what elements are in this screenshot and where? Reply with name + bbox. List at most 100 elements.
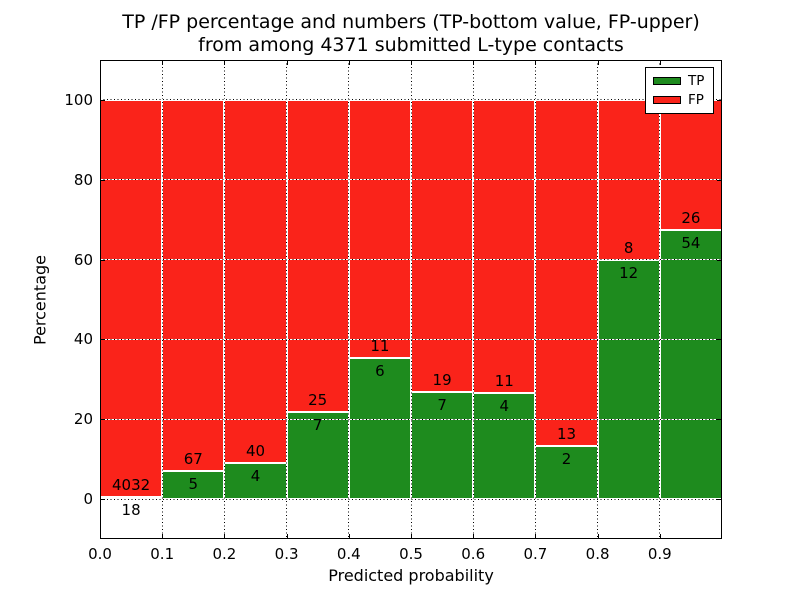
chart-title: TP /FP percentage and numbers (TP-bottom… (100, 11, 722, 57)
x-tick-label: 0.5 (399, 545, 423, 563)
fp-legend-label: FP (688, 92, 704, 108)
fp-count-label: 11 (370, 337, 390, 356)
hgrid-line (100, 259, 722, 261)
x-tick-mark (286, 61, 288, 65)
hgrid-line (100, 179, 722, 181)
fp-bar-segment (224, 99, 287, 463)
y-tick-label: 80 (73, 170, 93, 189)
x-tick-label: 0.6 (461, 545, 486, 563)
x-tick-label: 0.2 (212, 545, 237, 563)
y-tick-label: 0 (83, 490, 93, 509)
x-axis-label: Predicted probability (328, 566, 494, 585)
fp-bar-segment (286, 99, 349, 412)
y-tick-mark (717, 499, 721, 501)
x-tick-mark (348, 534, 350, 538)
tp-count-label: 12 (619, 263, 639, 282)
fp-count-label: 11 (494, 371, 514, 390)
x-tick-mark (659, 61, 661, 65)
vgrid-line (534, 60, 536, 539)
fp-bar-segment (348, 99, 411, 359)
vgrid-line (410, 60, 412, 539)
fp-count-label: 67 (183, 450, 203, 469)
hgrid-line (100, 99, 722, 101)
y-tick-mark (101, 259, 105, 261)
x-tick-label: 0.4 (336, 545, 361, 563)
fp-bar-segment (659, 99, 722, 230)
x-tick-mark (535, 534, 537, 538)
y-tick-mark (717, 419, 721, 421)
vgrid-line (223, 60, 225, 539)
x-tick-mark (100, 61, 101, 65)
fp-legend-swatch (653, 96, 681, 104)
x-tick-label: 0.0 (88, 545, 112, 563)
tp-count-label: 4 (499, 396, 510, 415)
vgrid-line (597, 60, 599, 539)
y-tick-mark (101, 499, 105, 501)
tp-count-label: 18 (121, 501, 141, 520)
x-tick-mark (100, 534, 101, 538)
tp-count-label: 54 (681, 233, 701, 252)
tp-legend-label: TP (688, 73, 705, 89)
tp-count-label: 7 (312, 415, 323, 434)
vgrid-line (659, 60, 661, 539)
x-tick-mark (348, 61, 350, 65)
y-tick-mark (101, 179, 105, 181)
vgrid-line (472, 60, 474, 539)
tp-bar-segment (286, 411, 349, 500)
x-tick-mark (473, 61, 475, 65)
y-tick-label: 100 (64, 90, 93, 109)
x-tick-mark (659, 534, 661, 538)
x-tick-label: 0.8 (585, 545, 610, 563)
tp-count-label: 5 (188, 475, 199, 494)
x-tick-label: 0.7 (523, 545, 548, 563)
x-tick-mark (411, 534, 412, 538)
hgrid-line (100, 418, 722, 420)
y-tick-mark (101, 419, 105, 421)
x-tick-mark (162, 534, 164, 538)
x-tick-label: 0.3 (274, 545, 299, 563)
fp-bar-segment (411, 99, 474, 392)
chart-title-line1: TP /FP percentage and numbers (TP-bottom… (122, 11, 700, 33)
legend: TP FP (645, 67, 714, 114)
vgrid-line (161, 60, 163, 539)
legend-item-tp: TP (653, 74, 706, 88)
y-tick-mark (717, 99, 721, 101)
tp-bar-segment (597, 259, 660, 500)
fp-bar-segment (100, 99, 163, 498)
tp-count-label: 4 (250, 466, 261, 485)
x-tick-mark (411, 61, 412, 65)
fp-bar-segment (162, 99, 225, 472)
tp-count-label: 2 (561, 449, 572, 468)
tp-bar-segment (411, 391, 474, 500)
y-tick-mark (717, 339, 721, 341)
tp-bar-segment (473, 392, 536, 500)
chart-title-line2: from among 4371 submitted L-type contact… (198, 34, 624, 56)
x-tick-label: 0.1 (150, 545, 175, 563)
legend-item-fp: FP (653, 93, 706, 107)
fp-count-label: 13 (556, 424, 577, 443)
vgrid-line (348, 60, 350, 539)
fp-count-label: 25 (308, 390, 328, 409)
hgrid-line (100, 498, 722, 500)
x-tick-mark (597, 61, 599, 65)
hgrid-line (100, 338, 722, 340)
tp-bar-segment (348, 358, 411, 500)
y-tick-mark (101, 339, 105, 341)
x-tick-mark (286, 534, 288, 538)
x-tick-mark (535, 61, 537, 65)
y-tick-mark (101, 99, 105, 101)
x-tick-mark (473, 534, 475, 538)
fp-count-label: 4032 (112, 476, 151, 495)
fp-count-label: 26 (681, 208, 701, 227)
tp-bar-segment (535, 445, 598, 500)
y-tick-label: 60 (73, 250, 93, 269)
y-tick-mark (717, 179, 721, 181)
y-tick-mark (717, 259, 721, 261)
y-tick-label: 40 (73, 330, 93, 349)
fp-bar-segment (473, 99, 536, 393)
fp-count-label: 8 (623, 238, 634, 257)
x-tick-mark (597, 534, 599, 538)
tp-count-label: 6 (375, 362, 385, 381)
